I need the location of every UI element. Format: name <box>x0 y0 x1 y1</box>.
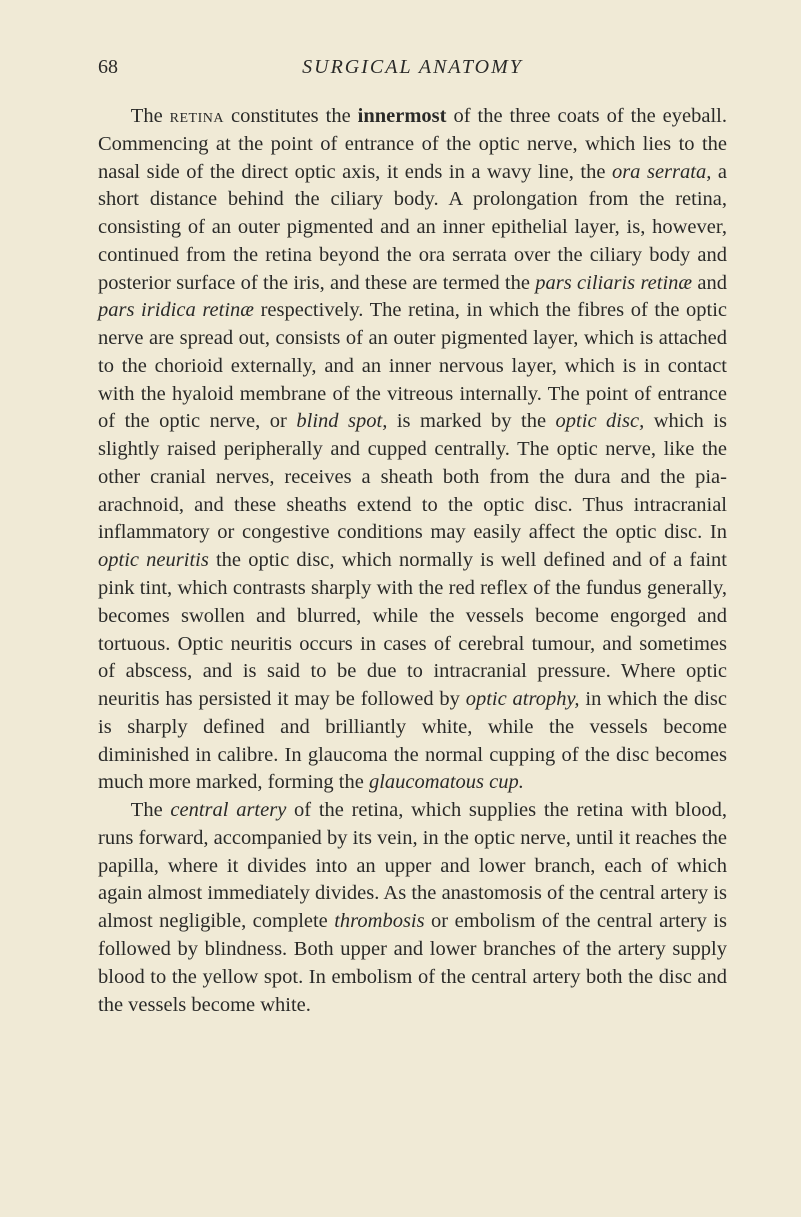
italic-thrombosis: thrombosis <box>334 910 424 932</box>
italic-glaucomatous-cup: glaucomatous cup. <box>369 771 524 793</box>
text-run: is marked by the <box>387 410 555 432</box>
text-run: the optic disc, which normally is well d… <box>98 549 727 710</box>
italic-ora-serrata: ora serrata, <box>612 161 711 183</box>
paragraph-2: The central artery of the retina, which … <box>98 797 727 1019</box>
italic-blind-spot: blind spot, <box>296 410 387 432</box>
text-run: The <box>131 799 171 821</box>
body-text: The retina constitutes the innermost of … <box>98 103 727 1019</box>
italic-optic-disc: optic disc, <box>556 410 645 432</box>
italic-optic-neuritis: optic neuritis <box>98 549 209 571</box>
italic-central-artery: central artery <box>170 799 286 821</box>
page-header: 68 SURGICAL ANATOMY <box>98 56 727 79</box>
bold-innermost: innermost <box>358 105 447 127</box>
text-run: The <box>131 105 170 127</box>
paragraph-1: The retina constitutes the innermost of … <box>98 103 727 797</box>
italic-pars-iridica: pars iridica retinæ <box>98 299 254 321</box>
smallcaps-retina: retina <box>170 105 224 127</box>
text-run: constitutes the <box>224 105 358 127</box>
running-title: SURGICAL ANATOMY <box>98 56 727 79</box>
text-run: and <box>692 272 727 294</box>
italic-optic-atrophy: optic atrophy, <box>466 688 580 710</box>
page-container: 68 SURGICAL ANATOMY The retina constitut… <box>0 0 801 1217</box>
italic-pars-ciliaris: pars ciliaris retinæ <box>535 272 692 294</box>
